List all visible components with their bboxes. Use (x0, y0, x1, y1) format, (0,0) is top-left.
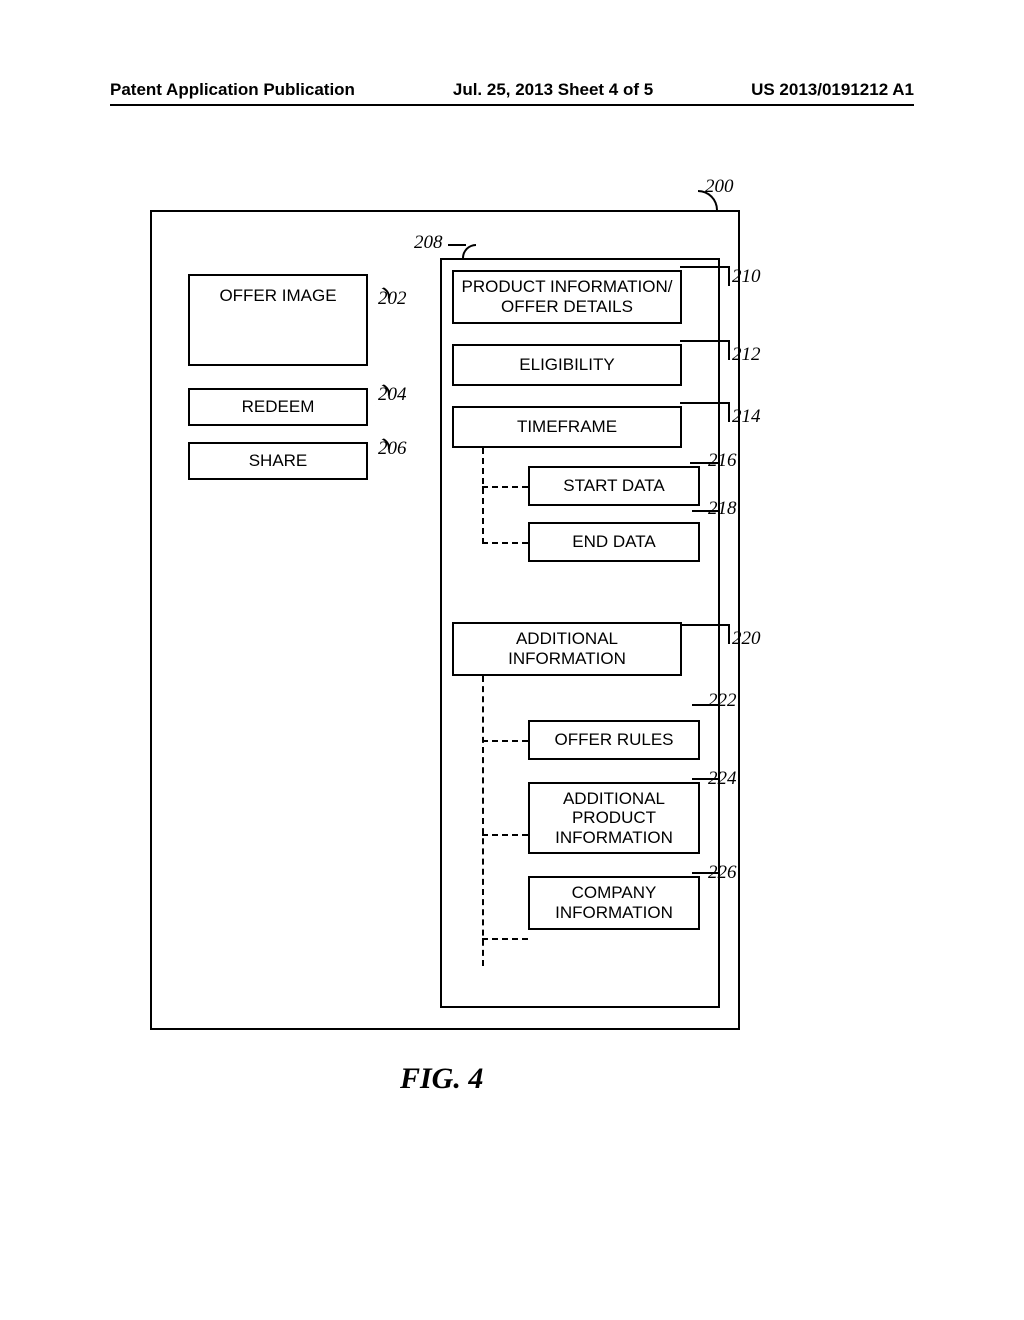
box-company-info: COMPANY INFORMATION (528, 876, 700, 930)
ref-208: 208 (414, 232, 443, 254)
label-additional-product-info: ADDITIONAL PRODUCT INFORMATION (555, 789, 673, 848)
lead-226 (692, 872, 720, 892)
header-left: Patent Application Publication (110, 80, 355, 100)
lead-224 (692, 778, 720, 798)
label-eligibility: ELIGIBILITY (519, 355, 614, 375)
label-offer-image: OFFER IMAGE (219, 286, 336, 306)
lead-220 (680, 624, 730, 644)
label-timeframe: TIMEFRAME (517, 417, 617, 437)
box-share: SHARE (188, 442, 368, 480)
lead-212 (680, 340, 730, 360)
box-additional-info: ADDITIONAL INFORMATION (452, 622, 682, 676)
label-product-info: PRODUCT INFORMATION/ OFFER DETAILS (462, 277, 673, 316)
box-start-data: START DATA (528, 466, 700, 506)
dash-ai-h1 (482, 740, 528, 742)
page: Patent Application Publication Jul. 25, … (0, 0, 1024, 1320)
box-additional-product-info: ADDITIONAL PRODUCT INFORMATION (528, 782, 700, 854)
label-additional-info: ADDITIONAL INFORMATION (508, 629, 626, 668)
dash-ai-h3 (482, 938, 528, 940)
lead-208-h (448, 244, 466, 246)
box-timeframe: TIMEFRAME (452, 406, 682, 448)
lead-210 (680, 266, 730, 286)
label-start-data: START DATA (563, 476, 664, 496)
label-end-data: END DATA (572, 532, 655, 552)
box-redeem: REDEEM (188, 388, 368, 426)
box-offer-image: OFFER IMAGE (188, 274, 368, 366)
dash-tf-v (482, 448, 484, 544)
label-offer-rules: OFFER RULES (554, 730, 673, 750)
box-eligibility: ELIGIBILITY (452, 344, 682, 386)
ref-220: 220 (732, 628, 761, 650)
header-center: Jul. 25, 2013 Sheet 4 of 5 (453, 80, 653, 100)
figure-label: FIG. 4 (400, 1062, 483, 1096)
dash-tf-h1 (482, 486, 528, 488)
box-end-data: END DATA (528, 522, 700, 562)
box-product-info: PRODUCT INFORMATION/ OFFER DETAILS (452, 270, 682, 324)
lead-216 (690, 462, 720, 480)
dash-ai-h2 (482, 834, 528, 836)
lead-218 (692, 510, 720, 534)
box-offer-rules: OFFER RULES (528, 720, 700, 760)
label-share: SHARE (249, 451, 308, 471)
diagram: 200 OFFER IMAGE 202 REDEEM 204 SHARE 206… (150, 210, 740, 1030)
dash-tf-h2 (482, 542, 528, 544)
header-row: Patent Application Publication Jul. 25, … (110, 80, 914, 100)
lead-214 (680, 402, 730, 422)
lead-222 (692, 704, 720, 728)
header-rule (110, 104, 914, 106)
ref-212: 212 (732, 344, 761, 366)
label-company-info: COMPANY INFORMATION (555, 883, 673, 922)
ref-214: 214 (732, 406, 761, 428)
label-redeem: REDEEM (242, 397, 315, 417)
ref-210: 210 (732, 266, 761, 288)
dash-ai-v (482, 676, 484, 966)
header-right: US 2013/0191212 A1 (751, 80, 914, 100)
